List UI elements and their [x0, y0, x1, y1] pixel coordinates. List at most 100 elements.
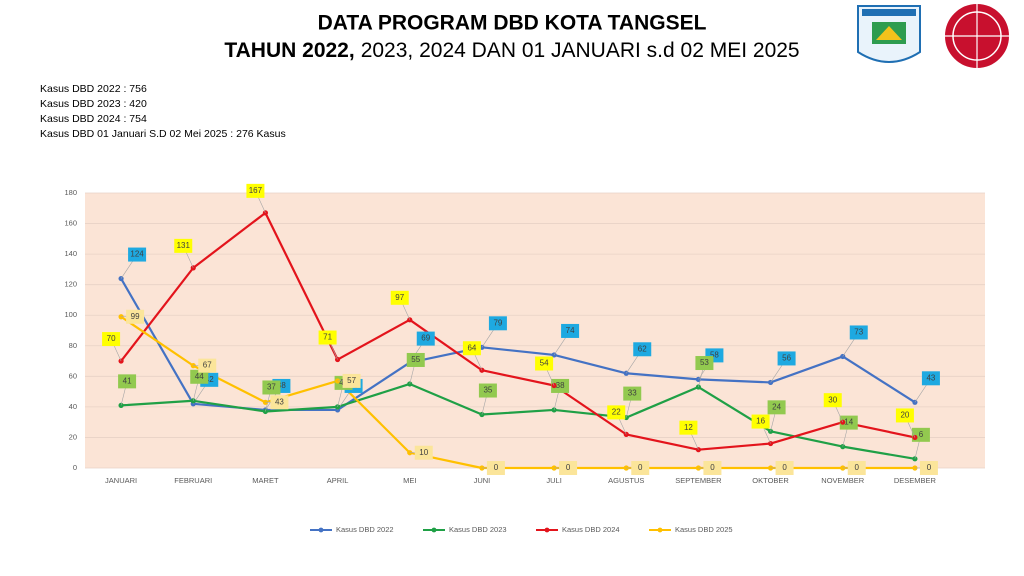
summary-line: Kasus DBD 2023 : 420: [40, 98, 147, 110]
x-tick-label: JUNI: [474, 476, 491, 485]
label-box: [561, 323, 580, 338]
label-box: [775, 461, 794, 475]
legend-label: Kasus DBD 2025: [675, 525, 733, 534]
label-box: [559, 461, 578, 475]
data-label: 131: [177, 241, 191, 250]
label-box: [695, 356, 714, 371]
label-box: [416, 331, 435, 346]
x-tick-label: MEI: [403, 476, 416, 485]
data-label: 0: [566, 463, 571, 472]
data-label: 64: [467, 343, 476, 352]
plot-area: [85, 193, 985, 468]
label-box: [921, 371, 940, 386]
data-label: 43: [926, 373, 935, 382]
legend-marker: [431, 527, 437, 533]
label-box: [847, 461, 866, 475]
summary-line: Kasus DBD 01 Januari S.D 02 Mei 2025 : 2…: [40, 128, 286, 140]
label-box: [126, 309, 145, 324]
data-label: 35: [483, 386, 492, 395]
label-box: [414, 445, 433, 460]
legend-label: Kasus DBD 2024: [562, 525, 620, 534]
label-box: [342, 373, 361, 388]
legend-marker: [318, 527, 324, 533]
data-label: 0: [855, 463, 860, 472]
data-point: [695, 447, 702, 453]
label-box: [270, 395, 289, 410]
label-box: [895, 408, 914, 423]
data-point: [912, 434, 918, 441]
y-tick-label: 0: [73, 463, 77, 472]
label-box: [478, 383, 497, 398]
label-box: [767, 400, 786, 415]
data-label: 0: [638, 463, 643, 472]
y-tick-label: 140: [64, 249, 77, 258]
data-label: 10: [419, 448, 428, 457]
series-line: [120, 211, 916, 451]
label-box: [118, 374, 137, 389]
data-label: 20: [900, 411, 909, 420]
x-tick-label: OKTOBER: [752, 476, 789, 485]
title-year: TAHUN 2022,: [224, 39, 354, 62]
label-box: [486, 461, 505, 475]
label-box: [535, 356, 554, 371]
label-box: [919, 461, 938, 475]
data-label: 97: [395, 293, 404, 302]
x-tick-label: DESEMBER: [894, 476, 937, 485]
y-tick-label: 120: [64, 280, 77, 289]
data-label: 124: [130, 250, 144, 259]
label-box: [823, 393, 842, 408]
data-label: 69: [421, 334, 430, 343]
y-tick-label: 180: [64, 188, 77, 197]
legend-label: Kasus DBD 2022: [336, 525, 394, 534]
data-label: 24: [772, 402, 781, 411]
data-label: 54: [540, 359, 549, 368]
x-tick-label: FEBRUARI: [174, 476, 212, 485]
label-box: [607, 405, 626, 420]
data-label: 14: [844, 418, 853, 427]
label-box: [406, 352, 425, 367]
data-label: 38: [277, 381, 286, 390]
label-box: [262, 380, 281, 395]
label-box: [174, 238, 193, 253]
data-label: 41: [123, 376, 132, 385]
title-line-1: DATA PROGRAM DBD KOTA TANGSEL: [318, 12, 707, 35]
data-label: 30: [828, 395, 837, 404]
data-label: 0: [927, 463, 932, 472]
summary-line: Kasus DBD 2022 : 756: [40, 83, 147, 95]
data-label: 44: [195, 372, 204, 381]
label-box: [679, 420, 698, 435]
x-tick-label: JULI: [546, 476, 561, 485]
data-label: 0: [782, 463, 787, 472]
series-line: [121, 382, 916, 460]
data-label: 74: [566, 326, 575, 335]
y-tick-label: 160: [64, 219, 77, 228]
summary: Kasus DBD 2022 : 756 Kasus DBD 2023 : 420…: [40, 83, 286, 140]
data-label: 56: [782, 354, 791, 363]
label-box: [198, 358, 217, 373]
y-tick-label: 100: [64, 310, 77, 319]
data-label: 73: [854, 328, 863, 337]
label-box: [839, 415, 858, 430]
data-label: 16: [756, 417, 765, 426]
y-tick-label: 60: [69, 371, 77, 380]
data-label: 42: [205, 375, 214, 384]
data-label: 0: [710, 463, 715, 472]
label-box: [623, 386, 642, 401]
data-label: 71: [323, 333, 332, 342]
logo-dengue: [943, 2, 1011, 70]
logo-city: [857, 5, 921, 63]
legend-marker: [657, 527, 663, 533]
x-tick-label: JANUARI: [105, 476, 137, 485]
data-label: 33: [628, 389, 637, 398]
label-box: [777, 351, 796, 366]
x-tick-label: SEPTEMBER: [675, 476, 722, 485]
x-tick-label: NOVEMBER: [821, 476, 865, 485]
legend-label: Kasus DBD 2023: [449, 525, 507, 534]
data-label: 57: [347, 376, 356, 385]
label-box: [631, 461, 650, 475]
label-box: [318, 330, 337, 345]
x-tick-label: MARET: [252, 476, 279, 485]
label-box: [551, 378, 570, 393]
label-box: [190, 369, 209, 384]
y-tick-label: 80: [69, 341, 77, 350]
